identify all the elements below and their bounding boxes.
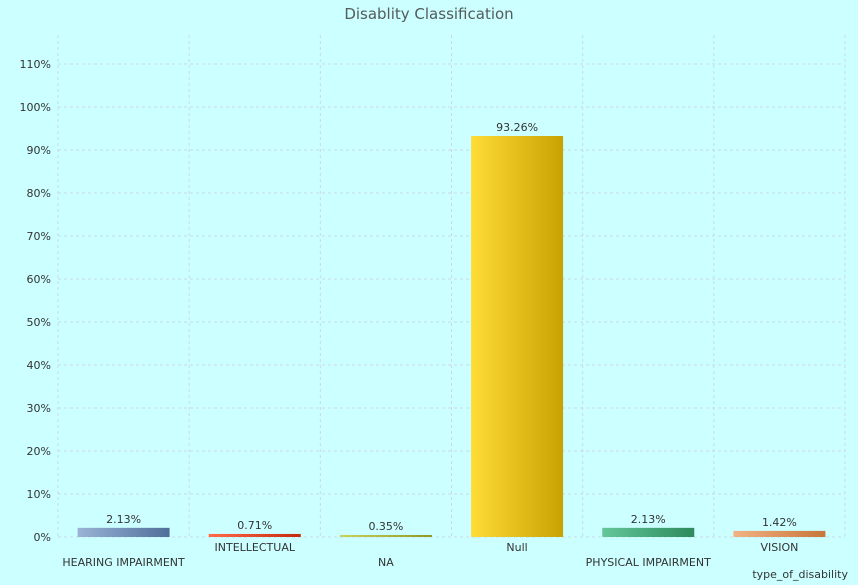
y-tick-label: 110%: [20, 58, 51, 71]
y-tick-label: 80%: [27, 187, 51, 200]
x-tick-label: HEARING IMPAIRMENT: [62, 556, 185, 569]
data-label: 2.13%: [631, 513, 666, 526]
bar-vision[interactable]: [733, 530, 826, 537]
bar-intellectual[interactable]: [208, 533, 301, 537]
bar-na[interactable]: [339, 535, 432, 537]
y-tick-label: 50%: [27, 316, 51, 329]
x-tick-label: NA: [378, 556, 394, 569]
x-axis-label: type_of_disability: [752, 568, 848, 581]
chart-title: Disablity Classification: [344, 5, 514, 23]
data-label: 1.42%: [762, 516, 797, 529]
y-tick-label: 0%: [34, 531, 51, 544]
y-tick-label: 70%: [27, 230, 51, 243]
data-label: 2.13%: [106, 513, 141, 526]
y-tick-label: 60%: [27, 273, 51, 286]
y-tick-label: 10%: [27, 488, 51, 501]
data-label: 93.26%: [496, 121, 538, 134]
x-tick-label: PHYSICAL IMPAIRMENT: [586, 556, 711, 569]
bar-hearing-impairment[interactable]: [77, 527, 170, 537]
y-tick-label: 90%: [27, 144, 51, 157]
x-tick-label: VISION: [760, 541, 798, 554]
y-tick-label: 30%: [27, 402, 51, 415]
y-tick-label: 20%: [27, 445, 51, 458]
data-label: 0.35%: [368, 520, 403, 533]
y-tick-label: 100%: [20, 101, 51, 114]
x-tick-label: INTELLECTUAL: [215, 541, 296, 554]
bar-null[interactable]: [471, 135, 564, 537]
y-tick-label: 40%: [27, 359, 51, 372]
x-tick-label: Null: [506, 541, 527, 554]
bar-physical-impairment[interactable]: [602, 527, 695, 537]
data-label: 0.71%: [237, 519, 272, 532]
